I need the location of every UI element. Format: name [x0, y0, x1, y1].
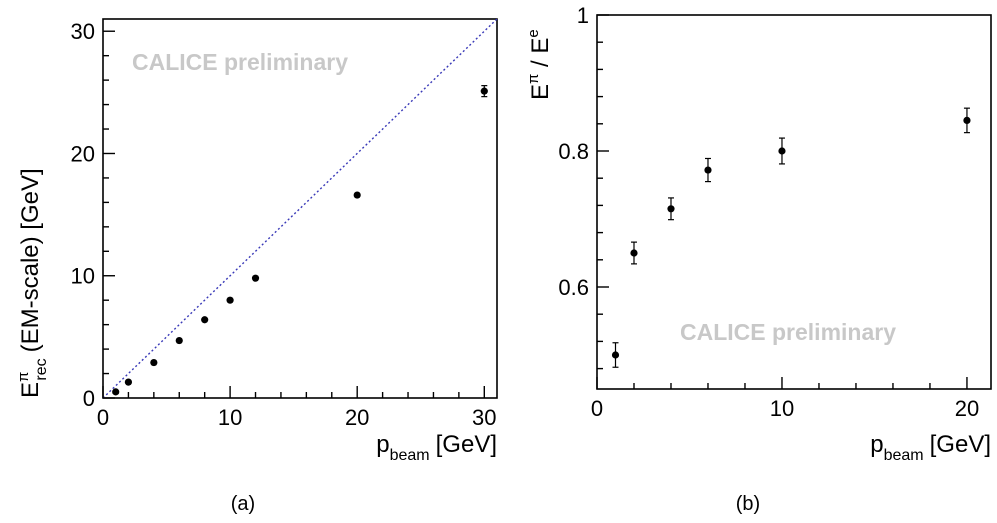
data-point: [201, 316, 209, 324]
plot-frame-b: [596, 14, 992, 390]
y-tick-label: 20: [71, 141, 95, 166]
x-axis-label-b: pbeam [GeV]: [870, 431, 991, 464]
caption-b: (b): [736, 493, 760, 515]
data-points-b: [611, 107, 971, 368]
y-axis-ticks-a: 0 10 20 30: [71, 19, 115, 411]
data-point: [353, 191, 361, 199]
panel-b: 0 10 20 0.6 0.8 1 CALICE preliminary pbeam [G…: [525, 3, 992, 515]
data-point: [226, 296, 234, 304]
y-tick-label: 0.8: [558, 139, 589, 164]
data-point: [480, 87, 488, 95]
data-point: [963, 116, 971, 124]
x-tick-label: 0: [591, 396, 603, 421]
data-point: [704, 166, 712, 174]
x-axis-label-a: pbeam [GeV]: [376, 431, 497, 464]
y-tick-label: 0: [83, 386, 95, 411]
data-point: [630, 249, 638, 257]
data-point: [667, 205, 675, 213]
data-points-a: [112, 85, 488, 396]
y-axis-ticks-b: 0.6 0.8 1: [558, 3, 609, 370]
x-tick-label: 30: [472, 405, 496, 430]
data-point: [124, 378, 133, 386]
x-axis-ticks-b: 0 10 20: [591, 377, 979, 421]
plot-frame-a: [102, 18, 498, 399]
data-point: [150, 358, 158, 367]
x-tick-label: 10: [218, 405, 242, 430]
y-tick-label: 0.6: [558, 275, 589, 300]
data-point: [611, 351, 620, 359]
data-point: [778, 147, 786, 155]
x-axis-ticks-a: 0 10 20 30: [97, 386, 497, 430]
caption-a: (a): [231, 493, 255, 515]
watermark-a: CALICE preliminary: [132, 49, 348, 75]
x-tick-label: 0: [97, 405, 109, 430]
y-tick-label: 30: [71, 19, 95, 44]
data-point: [112, 388, 120, 396]
x-tick-label: 20: [345, 405, 369, 430]
watermark-b: CALICE preliminary: [680, 319, 896, 345]
y-tick-label: 10: [71, 264, 95, 289]
y-tick-label: 1: [577, 3, 589, 28]
x-tick-label: 20: [955, 396, 979, 421]
reference-line: [102, 18, 498, 399]
x-tick-label: 10: [770, 396, 794, 421]
y-axis-label-a: Eπrec(EM-scale) [GeV]: [15, 168, 50, 398]
panel-a: 0 10 20 30 0 10 20 30 CALICE preliminary pbeam…: [15, 18, 498, 515]
reference-diagonal-line: [102, 18, 498, 399]
data-point: [251, 274, 260, 282]
data-point: [175, 336, 183, 345]
y-axis-label-b: Eπ / Ee: [525, 29, 554, 100]
